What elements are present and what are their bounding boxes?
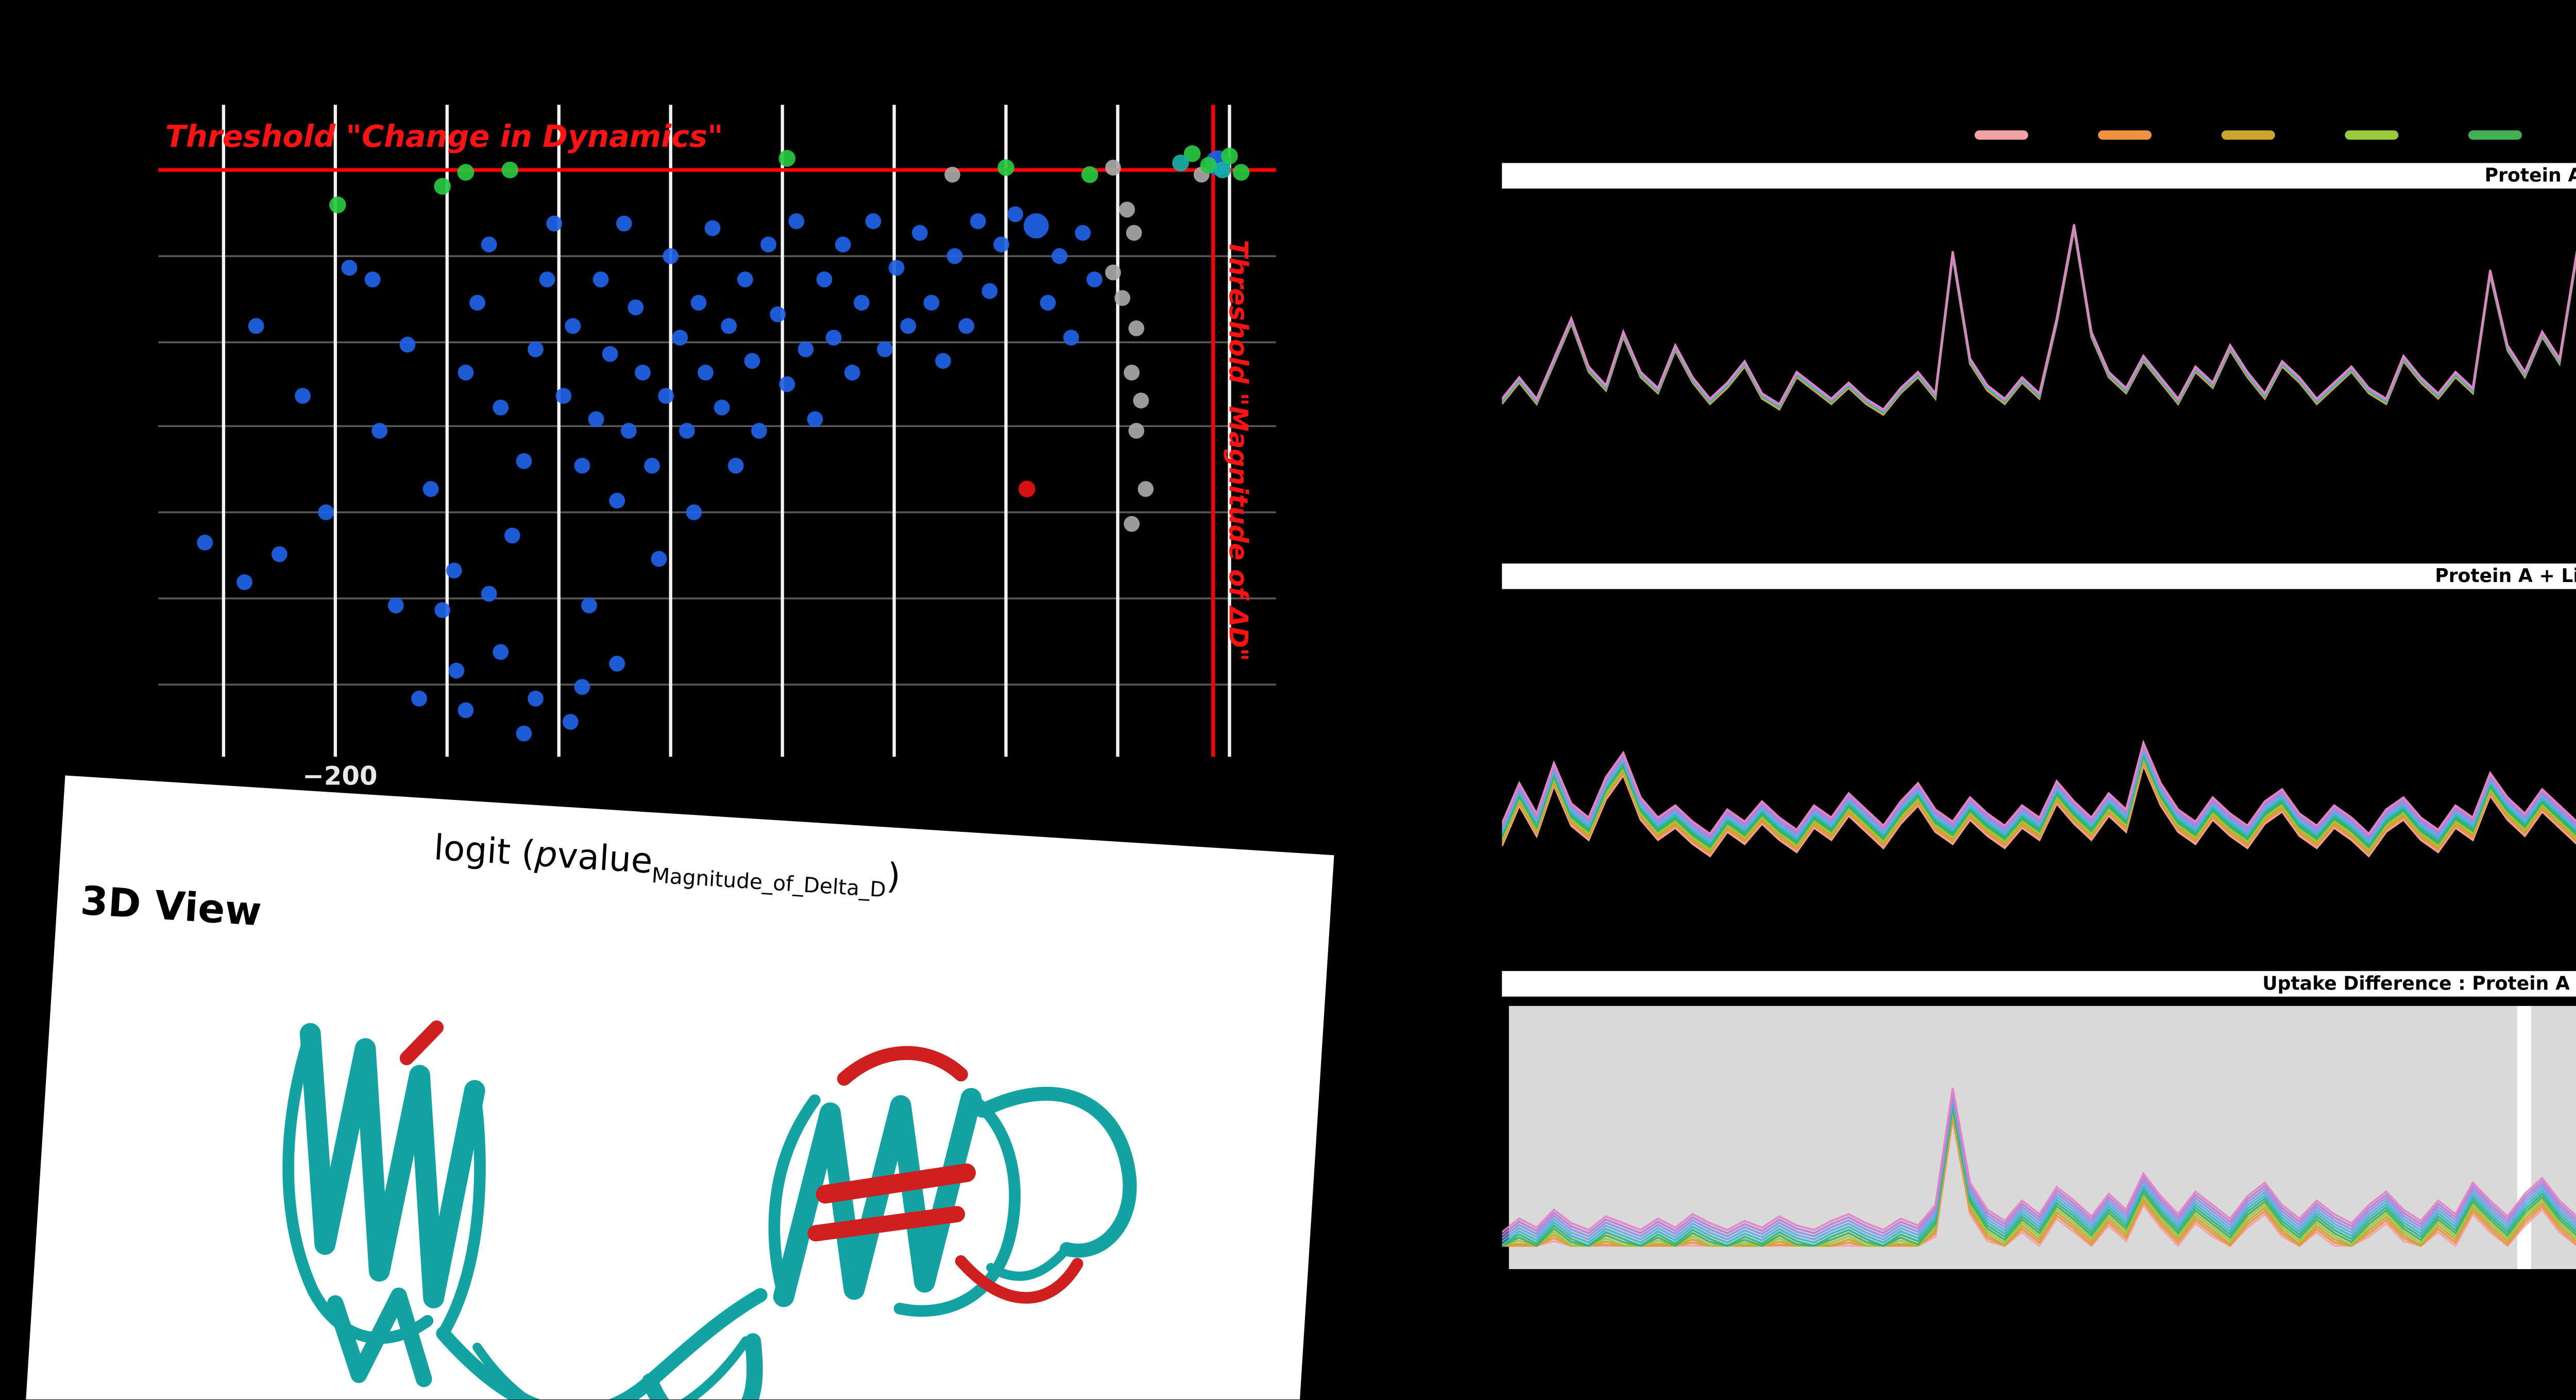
threshold-magnitude-label: Threshold "Magnitude of ΔD" — [1222, 240, 1253, 661]
xlabel-suffix: ) — [885, 855, 902, 898]
xlabel-mid: value — [556, 834, 654, 882]
chart-title-protein-a-ligand: Protein A + Ligand — [1502, 564, 2576, 589]
chart-plot-protein-a[interactable] — [1502, 189, 2576, 561]
legend-swatch[interactable] — [2221, 130, 2275, 140]
uptake-lines-protein-a-ligand[interactable] — [1502, 589, 2576, 957]
legend-swatch[interactable] — [2345, 130, 2399, 140]
volcano-plot[interactable]: Threshold "Change in Dynamics" Threshold… — [158, 105, 1276, 757]
volcano-scatter-canvas[interactable] — [158, 105, 1276, 757]
chart-plot-uptake-difference[interactable] — [1502, 996, 2576, 1278]
legend-swatch[interactable] — [1974, 130, 2028, 140]
legend-swatch[interactable] — [2468, 130, 2522, 140]
chart-title-protein-a: Protein A — [1502, 163, 2576, 189]
chart-plot-protein-a-ligand[interactable] — [1502, 589, 2576, 958]
xlabel-prefix: logit ( — [432, 826, 537, 875]
chart-panel-protein-a-ligand: Protein A + Ligand — [1502, 564, 2576, 958]
uptake-lines-protein-a[interactable] — [1502, 189, 2576, 561]
xlabel-subscript: Magnitude_of_Delta_D — [651, 866, 887, 904]
protein-structure[interactable] — [123, 930, 1227, 1400]
uptake-lines-difference[interactable] — [1502, 997, 2576, 1278]
timepoint-legend — [1974, 130, 2576, 140]
view-3d-title: 3D View — [79, 879, 263, 937]
volcano-x-tick: −200 — [302, 761, 378, 792]
volcano-x-axis-label: logit (pvalueMagnitude_of_Delta_D) — [432, 827, 902, 905]
view-3d-panel[interactable]: logit (pvalueMagnitude_of_Delta_D) 3D Vi… — [21, 775, 1334, 1400]
chart-panel-uptake-difference: Uptake Difference : Protein A - (Protein… — [1502, 971, 2576, 1278]
threshold-dynamics-label: Threshold "Change in Dynamics" — [165, 121, 723, 156]
xlabel-p: p — [534, 833, 559, 877]
legend-swatch[interactable] — [2098, 130, 2152, 140]
chart-panel-protein-a: Protein A — [1502, 163, 2576, 561]
chart-title-uptake-difference: Uptake Difference : Protein A - (Protein… — [1502, 971, 2576, 997]
